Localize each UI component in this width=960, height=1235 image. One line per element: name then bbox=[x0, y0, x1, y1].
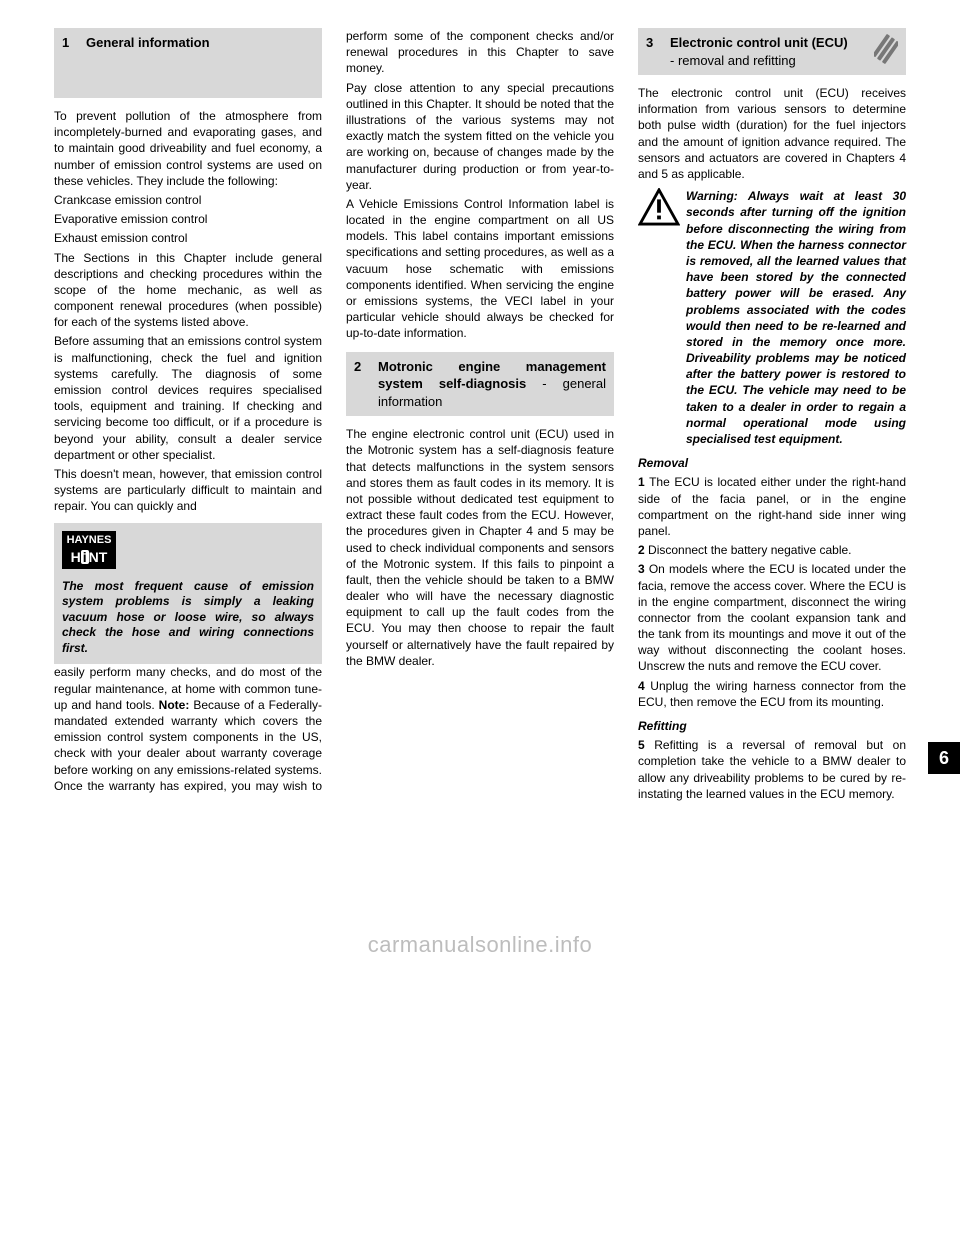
section-number: 1 bbox=[62, 34, 76, 52]
haynes-hint-logo: HAYNES HiNT bbox=[62, 531, 116, 569]
body-text: 2 Disconnect the battery negative cable. bbox=[638, 542, 906, 558]
hint-logo-text: i bbox=[81, 550, 89, 564]
body-text: Before assuming that an emissions contro… bbox=[54, 333, 322, 463]
body-text: 3 On models where the ECU is located und… bbox=[638, 561, 906, 674]
body-text: 4 Unplug the wiring harness connector fr… bbox=[638, 678, 906, 710]
difficulty-spanner-icon bbox=[874, 34, 898, 64]
section-subtitle: - removal and refitting bbox=[670, 53, 796, 68]
body-text: The electronic control unit (ECU) receiv… bbox=[638, 85, 906, 182]
section-number: 2 bbox=[354, 358, 368, 376]
section-heading-2: 2 Motronic engine management system self… bbox=[346, 352, 614, 417]
subheading-refitting: Refitting bbox=[638, 718, 906, 734]
body-text: 1 The ECU is located either under the ri… bbox=[638, 474, 906, 539]
hint-text: The most frequent cause of emission syst… bbox=[62, 579, 314, 657]
side-chapter-tab: 6 bbox=[928, 742, 960, 774]
section-title: Electronic control unit (ECU) bbox=[670, 35, 848, 50]
section-title: General information bbox=[86, 35, 210, 50]
body-text: The engine electronic control unit (ECU)… bbox=[346, 426, 614, 669]
bullet-item: Evaporative emission control bbox=[54, 211, 322, 227]
hint-logo-text: HAYNES bbox=[67, 533, 112, 547]
main-content: 1 General information To prevent polluti… bbox=[54, 28, 906, 802]
subheading-removal: Removal bbox=[638, 455, 906, 471]
body-text: This doesn't mean, however, that emissio… bbox=[54, 466, 322, 515]
hint-logo-text: NT bbox=[89, 549, 108, 565]
body-text: To prevent pollution of the atmosphere f… bbox=[54, 108, 322, 189]
warning-text: Warning: Always wait at least 30 seconds… bbox=[686, 188, 906, 447]
haynes-hint-box: HAYNES HiNT The most frequent cause of e… bbox=[54, 523, 322, 665]
body-text: The Sections in this Chapter include gen… bbox=[54, 250, 322, 331]
body-text: 5 Refitting is a reversal of removal but… bbox=[638, 737, 906, 802]
bullet-item: Crankcase emission control bbox=[54, 192, 322, 208]
section-heading-1: 1 General information bbox=[54, 28, 322, 98]
hint-logo-text: H bbox=[71, 549, 81, 565]
body-text: Pay close attention to any special preca… bbox=[346, 80, 614, 193]
section-heading-3: 3 Electronic control unit (ECU) - remova… bbox=[638, 28, 906, 75]
watermark-url: carmanualsonline.info bbox=[54, 932, 906, 958]
body-text: A Vehicle Emissions Control Information … bbox=[346, 196, 614, 342]
bullet-item: Exhaust emission control bbox=[54, 230, 322, 246]
warning-triangle-icon bbox=[638, 188, 680, 226]
section-number: 3 bbox=[646, 34, 660, 52]
